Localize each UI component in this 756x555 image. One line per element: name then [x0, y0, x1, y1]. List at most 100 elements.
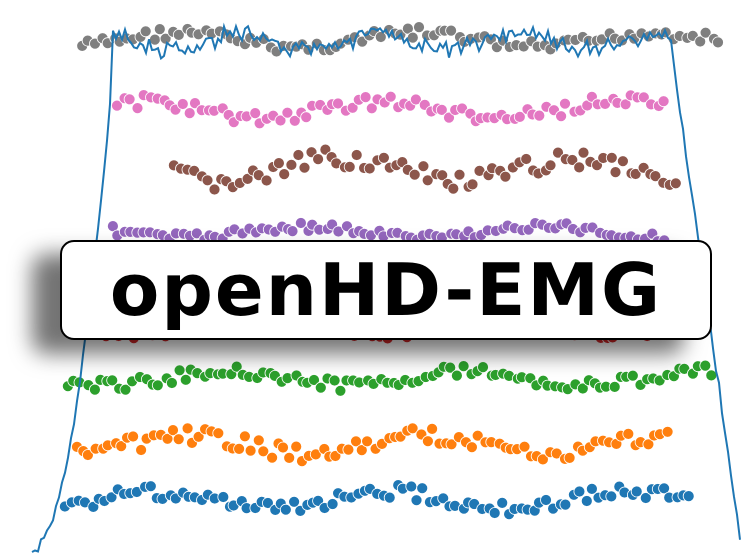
- dot: [488, 507, 501, 519]
- logo-box: openHD-EMG: [60, 240, 712, 340]
- dot: [82, 449, 94, 461]
- dot: [244, 444, 257, 457]
- dot: [183, 107, 196, 119]
- dot: [444, 361, 457, 374]
- dot: [181, 422, 194, 435]
- dot: [540, 494, 552, 506]
- dot: [661, 425, 674, 438]
- dot: [266, 451, 279, 464]
- dot: [559, 498, 572, 511]
- dot: [699, 359, 712, 372]
- dot: [252, 434, 265, 447]
- dot: [359, 91, 372, 103]
- dot: [111, 99, 123, 112]
- dot: [447, 182, 460, 195]
- dot: [377, 151, 390, 164]
- dot: [642, 438, 655, 451]
- dot: [144, 480, 157, 493]
- dot: [241, 172, 254, 185]
- dot: [629, 168, 642, 180]
- dot: [421, 435, 434, 448]
- dot: [453, 168, 466, 181]
- dot: [657, 95, 670, 108]
- envelope-line: [31, 22, 741, 553]
- dot: [471, 429, 484, 442]
- dot: [712, 36, 724, 49]
- dot: [87, 500, 100, 513]
- dot: [300, 111, 313, 124]
- dot: [518, 440, 531, 453]
- dot: [445, 438, 458, 451]
- dot: [408, 168, 421, 181]
- dot: [450, 369, 463, 382]
- dot: [669, 177, 682, 190]
- dot: [437, 492, 450, 505]
- logo-text: openHD-EMG: [109, 248, 663, 332]
- dot: [123, 93, 136, 106]
- dot: [167, 424, 179, 437]
- dot: [639, 492, 652, 504]
- dot: [151, 379, 164, 392]
- dot: [192, 430, 205, 443]
- dot: [559, 97, 571, 110]
- dot: [233, 442, 246, 455]
- dot: [617, 155, 629, 168]
- dot: [466, 178, 479, 191]
- dot: [217, 491, 230, 503]
- dot: [285, 158, 298, 171]
- dot: [119, 383, 132, 396]
- dot: [272, 157, 285, 170]
- dot: [457, 360, 470, 373]
- dot: [238, 430, 251, 443]
- dot: [630, 485, 643, 498]
- dot: [406, 422, 419, 435]
- dot: [361, 435, 374, 448]
- dot: [343, 160, 356, 173]
- dot: [332, 225, 345, 238]
- dot: [115, 440, 128, 453]
- dot: [355, 444, 368, 457]
- dot: [682, 490, 695, 503]
- dot: [212, 427, 225, 440]
- dot: [566, 154, 579, 166]
- dot: [416, 482, 429, 495]
- dot: [277, 441, 289, 454]
- dot: [342, 443, 355, 456]
- dot: [405, 480, 418, 493]
- dot: [443, 111, 455, 124]
- dot: [513, 111, 526, 123]
- dot: [312, 153, 325, 166]
- dot: [314, 381, 327, 394]
- dot: [292, 149, 305, 161]
- dot: [159, 32, 172, 45]
- dot: [436, 169, 449, 182]
- dot: [326, 498, 339, 510]
- dot: [365, 102, 378, 115]
- dot: [190, 227, 203, 240]
- dot: [260, 174, 273, 187]
- dot: [533, 109, 546, 122]
- dot: [173, 364, 186, 377]
- dot: [577, 146, 590, 159]
- dot: [622, 427, 635, 440]
- dot: [435, 104, 448, 116]
- dot: [350, 149, 363, 161]
- dot: [261, 497, 274, 509]
- dot: [274, 114, 287, 127]
- dot: [139, 25, 152, 38]
- dot: [105, 491, 118, 504]
- dot: [290, 440, 303, 453]
- dot: [694, 35, 707, 48]
- dot: [288, 114, 301, 127]
- dot: [520, 153, 533, 165]
- dot: [278, 168, 291, 181]
- dot: [249, 107, 262, 119]
- dot: [496, 496, 509, 509]
- dot: [555, 110, 567, 123]
- dot: [619, 98, 632, 111]
- dot: [328, 374, 341, 387]
- dot: [208, 183, 221, 196]
- dot: [605, 151, 618, 164]
- dot: [580, 495, 593, 507]
- dot: [257, 445, 270, 458]
